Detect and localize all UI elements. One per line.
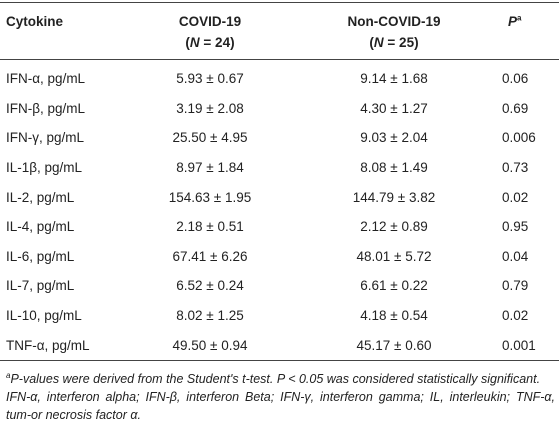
footnote-marker: a [517,13,522,22]
table-row: IL-1β, pg/mL 8.97 ± 1.84 8.08 ± 1.49 0.73 [0,153,559,183]
table-cell: IL-6, pg/mL [6,248,75,264]
footnotes: aP-values were derived from the Student'… [6,370,555,424]
table-cell: IL-1β, pg/mL [6,160,83,176]
table-cell: 4.18 ± 0.54 [360,308,428,324]
table-cell: IL-4, pg/mL [6,219,75,235]
table-cell: 9.03 ± 2.04 [360,130,428,146]
table-cell: 8.08 ± 1.49 [360,160,428,176]
table-cell: IFN-β, pg/mL [6,100,86,116]
table-cell: 49.50 ± 0.94 [172,337,248,353]
table-cell: 0.006 [502,130,536,146]
table-row: IL-2, pg/mL 154.63 ± 1.95 144.79 ± 3.82 0.0… [0,182,559,212]
header-cell: (N = 24) [130,31,290,60]
table-row: IL-6, pg/mL 67.41 ± 6.26 48.01 ± 5.72 0.04 [0,242,559,272]
table-cell: 6.61 ± 0.22 [360,278,428,294]
table-cell: 0.02 [502,308,529,324]
header-cell: (N = 25) [290,31,498,60]
footnote: IFN-α, interferon alpha; IFN-β, interfer… [6,390,555,422]
table-cell: 144.79 ± 3.82 [352,189,436,205]
table-cell: TNF-α, pg/mL [6,337,90,353]
table-cell: 2.18 ± 0.51 [176,219,244,235]
table-cell: 45.17 ± 0.60 [356,337,432,353]
table-cell: 48.01 ± 5.72 [356,248,432,264]
table-row: IFN-α, pg/mL 5.93 ± 0.67 9.14 ± 1.68 0.06 [0,60,559,94]
header-cell: Non-COVID-19 [347,13,441,29]
table-row: IL-7, pg/mL 6.52 ± 0.24 6.61 ± 0.22 0.79 [0,271,559,301]
table-cell: 0.69 [502,100,529,116]
table-cell: 0.73 [502,160,529,176]
n-part: = 25) [383,34,419,50]
cytokine-table: Cytokine COVID-19 Non-COVID-19 Pa (N = 2… [0,2,559,361]
footnote: aP-values were derived from the Student'… [6,370,555,388]
table-cell: 3.19 ± 2.08 [176,100,244,116]
table-cell: 4.30 ± 1.27 [360,100,428,116]
header-cell: Pa [498,3,559,32]
table-cell: 0.06 [502,71,529,87]
header-cell: COVID-19 [178,13,242,29]
table-cell: 25.50 ± 4.95 [172,130,248,146]
header-cell: Cytokine [6,13,64,29]
table-cell: IFN-γ, pg/mL [6,130,85,146]
table-cell: 0.95 [502,219,529,235]
table-row: IFN-γ, pg/mL 25.50 ± 4.95 9.03 ± 2.04 0.006 [0,123,559,153]
table-row: TNF-α, pg/mL 49.50 ± 0.94 45.17 ± 0.60 0.00… [0,330,559,360]
table-row: IL-4, pg/mL 2.18 ± 0.51 2.12 ± 0.89 0.95 [0,212,559,242]
table-cell: IL-7, pg/mL [6,278,75,294]
table-cell: 0.02 [502,189,529,205]
table-cell: 0.001 [502,337,536,353]
footnote-text: P-values were derived from the Student's… [10,372,541,386]
n-part: ( [185,34,190,50]
table-cell: 2.12 ± 0.89 [360,219,428,235]
table-cell: 8.02 ± 1.25 [176,308,244,324]
footnote-marker: a [6,370,11,380]
table-cell: IFN-α, pg/mL [6,71,86,87]
p-symbol: P [508,13,518,29]
table-cell: IL-2, pg/mL [6,189,75,205]
table-row: IFN-β, pg/mL 3.19 ± 2.08 4.30 ± 1.27 0.69 [0,94,559,124]
n-symbol: N [373,34,384,50]
table-cell: 9.14 ± 1.68 [360,71,428,87]
n-symbol: N [189,34,200,50]
table-cell: 0.79 [502,278,529,294]
table-cell: 8.97 ± 1.84 [176,160,244,176]
table-cell: 0.04 [502,248,529,264]
table-cell: 67.41 ± 6.26 [172,248,248,264]
table-cell: 5.93 ± 0.67 [176,71,244,87]
table-row: IL-10, pg/mL 8.02 ± 1.25 4.18 ± 0.54 0.02 [0,301,559,331]
table-cell: 6.52 ± 0.24 [176,278,244,294]
n-part: = 24) [199,34,235,50]
table-cell: IL-10, pg/mL [6,308,82,324]
header-row: Cytokine COVID-19 Non-COVID-19 Pa [0,3,559,32]
table-body: IFN-α, pg/mL 5.93 ± 0.67 9.14 ± 1.68 0.06 IF… [0,60,559,361]
header-row: (N = 24) (N = 25) [0,31,559,60]
n-part: ( [369,34,374,50]
table-cell: 154.63 ± 1.95 [168,189,252,205]
